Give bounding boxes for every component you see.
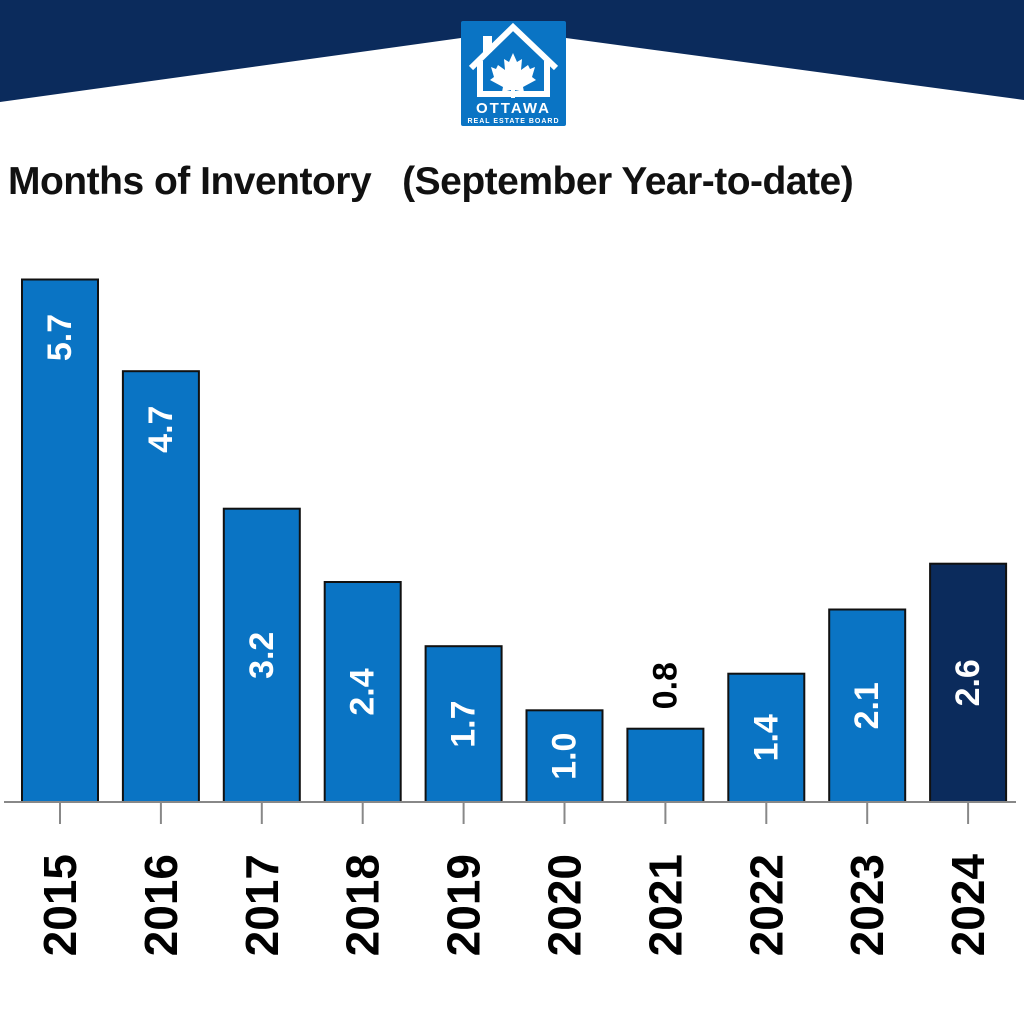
bar-2016 bbox=[121, 370, 200, 803]
chart-title: Months of Inventory (September Year-to-d… bbox=[8, 160, 854, 203]
bar-value-label: 1.7 bbox=[445, 700, 483, 747]
x-tick-label: 2019 bbox=[438, 854, 490, 956]
logo-name-text: OTTAWA bbox=[476, 100, 551, 117]
bar-2015 bbox=[21, 278, 99, 803]
bar-2020 bbox=[525, 709, 604, 803]
x-tick-label: 2020 bbox=[539, 854, 591, 956]
bar-value-label: 4.7 bbox=[142, 406, 180, 453]
maple-leaf-icon bbox=[490, 53, 536, 98]
logo-subtitle-text: REAL ESTATE BOARD bbox=[467, 118, 559, 125]
x-tick-label: 2016 bbox=[135, 854, 187, 956]
ottawa-real-estate-board-logo: OTTAWA REAL ESTATE BOARD bbox=[461, 21, 566, 126]
x-tick-label: 2021 bbox=[639, 854, 691, 956]
logo-name-band bbox=[466, 99, 561, 116]
bar-value-label: 3.2 bbox=[243, 632, 281, 679]
header-banner bbox=[0, 0, 1024, 102]
x-tick-label: 2017 bbox=[236, 854, 288, 956]
bar-2021 bbox=[626, 727, 705, 804]
bar-value-label: 2.4 bbox=[344, 668, 382, 715]
bar-value-label: 1.4 bbox=[747, 714, 785, 761]
bar-value-label: 2.6 bbox=[949, 659, 987, 706]
bar-value-label: 5.7 bbox=[41, 314, 79, 361]
x-tick-label: 2015 bbox=[34, 854, 86, 956]
bar-2024 bbox=[929, 562, 1008, 804]
bar-2023 bbox=[828, 608, 907, 803]
banner-shape bbox=[0, 0, 1024, 102]
bar-value-label: 1.0 bbox=[546, 733, 584, 780]
bar-2022 bbox=[727, 672, 806, 804]
x-tick-label: 2024 bbox=[942, 854, 994, 957]
x-tick-label: 2018 bbox=[337, 854, 389, 956]
x-tick-label: 2023 bbox=[841, 854, 893, 956]
bar-value-label: 2.1 bbox=[848, 682, 886, 729]
x-tick-label: 2022 bbox=[740, 854, 792, 956]
bar-value-label: 0.8 bbox=[646, 662, 684, 709]
